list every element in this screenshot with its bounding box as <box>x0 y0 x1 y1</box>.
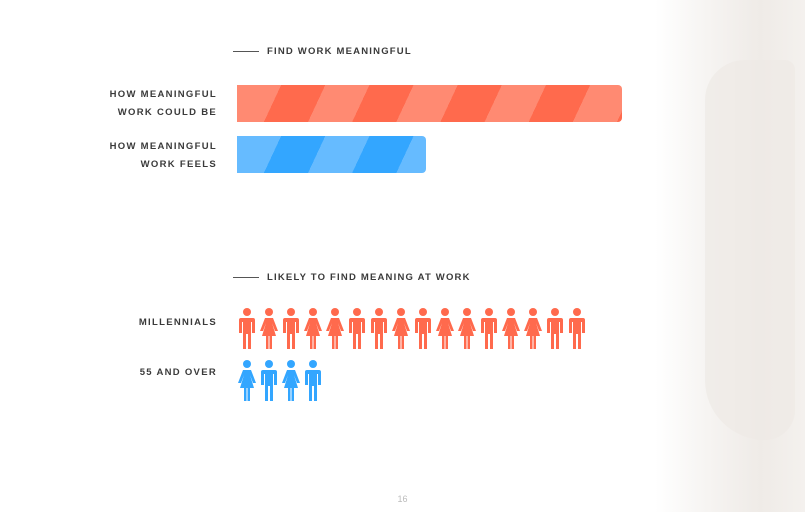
man-figure-icon <box>569 308 585 349</box>
chart-title-likely: LIKELY TO FIND MEANING AT WORK <box>233 272 471 283</box>
woman-figure-icon <box>326 308 344 349</box>
man-figure-icon <box>349 308 365 349</box>
bar-could-be <box>237 85 622 122</box>
label-line: WORK COULD BE <box>117 107 217 118</box>
woman-figure-icon <box>502 308 520 349</box>
man-figure-icon <box>261 360 277 401</box>
man-figure-icon <box>239 308 255 349</box>
woman-figure-icon <box>524 308 542 349</box>
label-line: 55 AND OVER <box>139 367 217 378</box>
woman-figure-icon <box>238 360 256 401</box>
chart-title-meaningful: FIND WORK MEANINGFUL <box>233 46 412 57</box>
bar-label-feels: HOW MEANINGFUL WORK FEELS <box>110 138 217 174</box>
woman-figure-icon <box>436 308 454 349</box>
pictogram-row-55-and-over <box>237 359 323 401</box>
woman-figure-icon <box>282 360 300 401</box>
label-line: HOW MEANINGFUL <box>109 141 217 152</box>
woman-figure-icon <box>260 308 278 349</box>
brush-texture-stroke <box>705 60 795 440</box>
title-rule <box>233 50 259 53</box>
chart-title-text: LIKELY TO FIND MEANING AT WORK <box>267 272 471 283</box>
title-rule <box>233 276 259 279</box>
row-label-55-and-over: 55 AND OVER <box>140 364 217 382</box>
woman-figure-icon <box>304 308 322 349</box>
man-figure-icon <box>371 308 387 349</box>
man-figure-icon <box>283 308 299 349</box>
woman-figure-icon <box>458 308 476 349</box>
label-line: WORK FEELS <box>140 159 217 170</box>
chart-title-text: FIND WORK MEANINGFUL <box>267 46 412 57</box>
pictogram-row-millennials <box>237 307 587 349</box>
label-line: MILLENNIALS <box>138 317 217 328</box>
bar-label-could-be: HOW MEANINGFUL WORK COULD BE <box>110 86 217 122</box>
man-figure-icon <box>415 308 431 349</box>
row-label-millennials: MILLENNIALS <box>139 314 217 332</box>
man-figure-icon <box>547 308 563 349</box>
page-number: 16 <box>397 494 408 504</box>
bar-feels <box>237 136 426 173</box>
label-line: HOW MEANINGFUL <box>109 89 217 100</box>
man-figure-icon <box>305 360 321 401</box>
woman-figure-icon <box>392 308 410 349</box>
man-figure-icon <box>481 308 497 349</box>
